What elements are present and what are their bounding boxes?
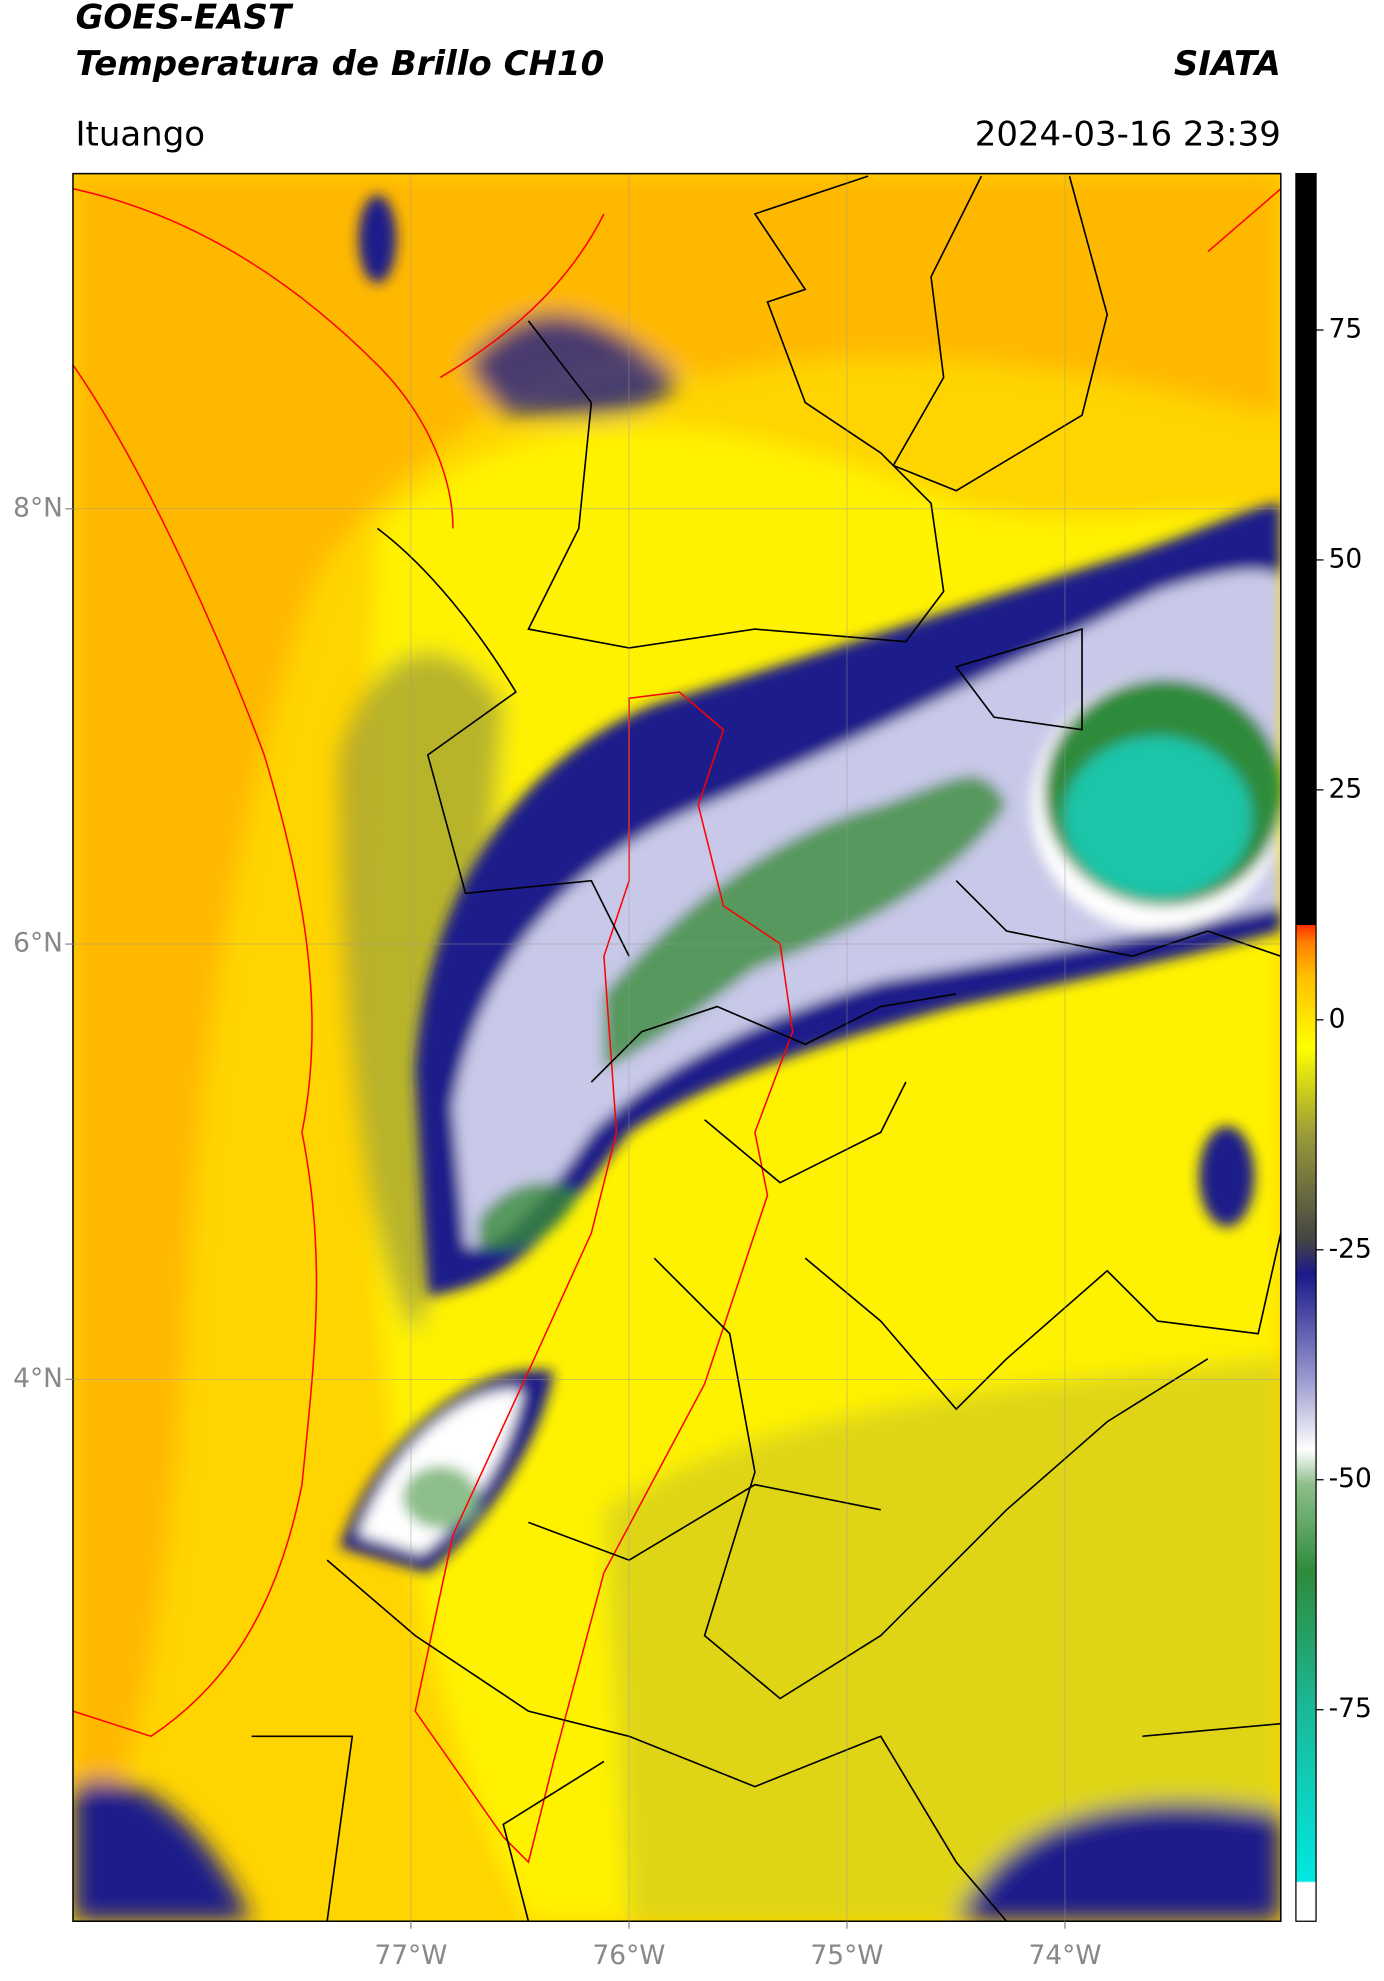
y-tick-label: 4°N	[13, 1363, 63, 1394]
x-tick-label: 74°W	[1029, 1940, 1102, 1971]
x-tick-label: 76°W	[592, 1940, 665, 1971]
colorbar-tick-label: -75	[1329, 1693, 1372, 1724]
x-tick-label: 75°W	[810, 1940, 883, 1971]
grid	[72, 173, 1281, 1922]
subtitle: Temperatura de Brillo CH10	[75, 44, 604, 84]
brand: SIATA	[1174, 44, 1281, 84]
map	[72, 173, 1281, 1922]
colorbar-tick-label: -50	[1329, 1463, 1372, 1494]
colorbar-tick-label: 50	[1329, 543, 1363, 574]
colorbar	[1295, 172, 1317, 1922]
colorbar-tick-label: 0	[1329, 1003, 1346, 1034]
x-tick-label: 77°W	[374, 1940, 447, 1971]
colorbar-tick-label: 75	[1329, 313, 1363, 344]
map-frame	[72, 172, 1282, 1922]
timestamp: 2024-03-16 23:39	[975, 114, 1281, 154]
y-tick-label: 8°N	[13, 492, 63, 523]
colorbar-tick-label: -25	[1329, 1233, 1372, 1264]
title: GOES-EAST	[75, 0, 293, 37]
colorbar-tick-label: 25	[1329, 773, 1363, 804]
y-tick-label: 6°N	[13, 928, 63, 959]
location: Ituango	[75, 114, 205, 154]
